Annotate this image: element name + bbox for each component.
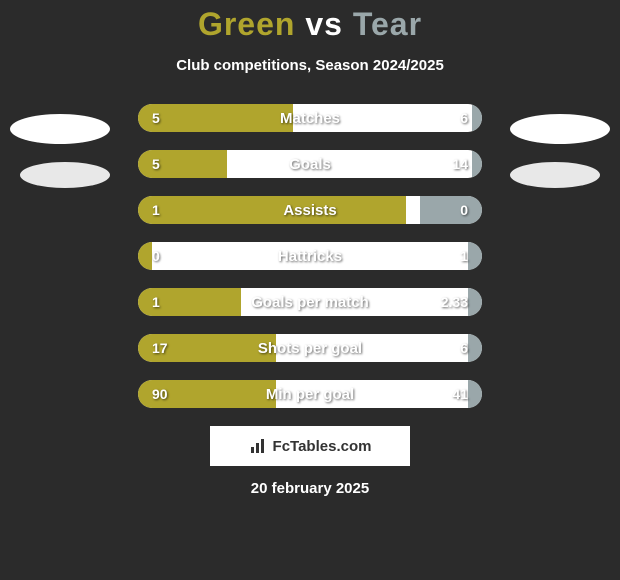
comparison-card: Green vs Tear Club competitions, Season … [0, 0, 620, 580]
bars-container: 56Matches 514Goals 10Assists 01Hattricks 12.… [138, 104, 482, 408]
stat-row: 10Assists [138, 196, 482, 224]
stat-row: 12.33Goals per match [138, 288, 482, 316]
chart-area: 56Matches 514Goals 10Assists 01Hattricks 12.… [0, 104, 620, 408]
stat-label: Hattricks [138, 242, 482, 270]
stat-row: 01Hattricks [138, 242, 482, 270]
stat-row: 56Matches [138, 104, 482, 132]
stat-label: Shots per goal [138, 334, 482, 362]
stat-label: Matches [138, 104, 482, 132]
stat-label: Goals [138, 150, 482, 178]
watermark[interactable]: FcTables.com [210, 426, 410, 466]
stat-label: Assists [138, 196, 482, 224]
watermark-text: FcTables.com [273, 438, 372, 455]
stat-label: Min per goal [138, 380, 482, 408]
stat-row: 176Shots per goal [138, 334, 482, 362]
player2-badge-secondary [510, 162, 600, 188]
date: 20 february 2025 [0, 480, 620, 497]
player1-name: Green [198, 6, 295, 42]
vs-text: vs [305, 6, 343, 42]
stat-row: 514Goals [138, 150, 482, 178]
subtitle: Club competitions, Season 2024/2025 [0, 57, 620, 74]
player1-badge [10, 114, 110, 144]
page-title: Green vs Tear [0, 6, 620, 43]
player2-badge [510, 114, 610, 144]
player1-badge-secondary [20, 162, 110, 188]
chart-icon [249, 437, 267, 455]
stat-row: 9041Min per goal [138, 380, 482, 408]
player2-name: Tear [353, 6, 422, 42]
stat-label: Goals per match [138, 288, 482, 316]
